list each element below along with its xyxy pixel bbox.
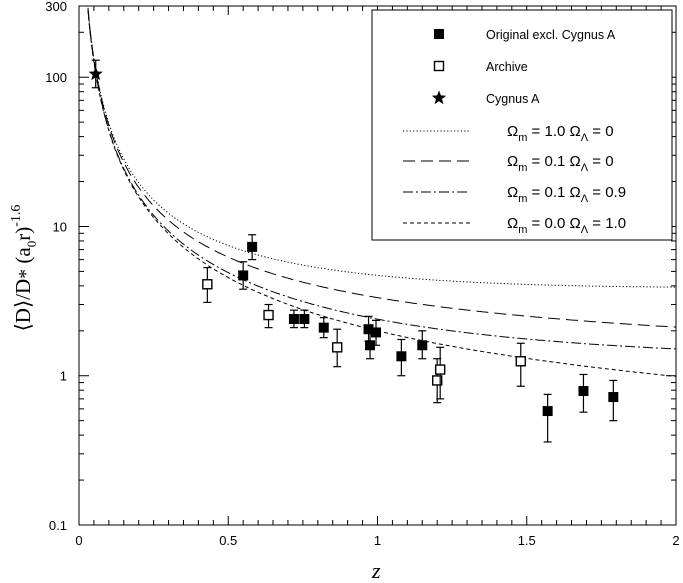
point-archive bbox=[432, 375, 443, 386]
y-tick-label: 0.1 bbox=[49, 518, 67, 533]
svg-text:⟨D⟩/D* (a0r)-1.6: ⟨D⟩/D* (a0r)-1.6 bbox=[9, 205, 39, 332]
y-axis-title-r: r) bbox=[11, 227, 35, 241]
legend-curve-label-part: Ω bbox=[570, 153, 581, 170]
legend-curve-label-part: Ω bbox=[507, 184, 518, 201]
model-curve bbox=[87, 7, 676, 288]
point-archive bbox=[434, 364, 446, 375]
point-original bbox=[578, 386, 589, 397]
legend-curve-label-part: Ω bbox=[507, 153, 518, 170]
legend-curve-label-part: m bbox=[518, 193, 527, 205]
legend-curve-label-part: Ω bbox=[570, 184, 581, 201]
x-tick-label: 0 bbox=[75, 533, 82, 548]
point-original bbox=[299, 313, 310, 324]
legend-curve-label-part: = 0 bbox=[588, 123, 613, 140]
point-archive bbox=[515, 356, 526, 367]
legend: Original excl. Cygnus A Archive Cygnus A Ωm… bbox=[371, 9, 673, 241]
point-original bbox=[365, 340, 376, 351]
legend-curve-label-part: Λ bbox=[581, 162, 589, 174]
legend-curve-label-part: Ω bbox=[507, 123, 518, 140]
legend-symbol bbox=[433, 60, 445, 72]
legend-curve-label-part: Ω bbox=[570, 215, 581, 232]
legend-label: Original excl. Cygnus A bbox=[486, 28, 616, 42]
legend-curve-label-part: m bbox=[518, 132, 527, 144]
legend-curve-label-part: Ω bbox=[507, 215, 518, 232]
y-axis-title-star: * bbox=[15, 269, 37, 279]
legend-curve-label-part: m bbox=[518, 162, 527, 174]
x-tick-label: 1.5 bbox=[518, 533, 536, 548]
legend-curve-label: Ωm = 0.1 ΩΛ = 0.9 bbox=[507, 184, 626, 205]
point-original bbox=[371, 327, 382, 338]
point-original bbox=[318, 322, 329, 333]
data-points bbox=[88, 59, 619, 443]
point-original bbox=[542, 406, 553, 417]
y-axis-title-paren: (a bbox=[11, 247, 35, 269]
legend-curve-label-part: = 1.0 bbox=[588, 215, 626, 232]
legend-curve-label: Ωm = 0.1 ΩΛ = 0 bbox=[507, 153, 614, 174]
y-axis-title-main: ⟨D⟩/D bbox=[11, 279, 35, 332]
legend-curve-label-part: m bbox=[518, 224, 527, 236]
point-original bbox=[238, 270, 249, 281]
legend-curve-label-part: Λ bbox=[581, 132, 589, 144]
legend-label: Archive bbox=[486, 60, 528, 74]
model-curve bbox=[87, 9, 676, 350]
point-original bbox=[363, 324, 374, 335]
x-tick-label: 1 bbox=[374, 533, 381, 548]
legend-curve-label-part: = 0.1 bbox=[527, 153, 565, 170]
legend-curve-label-part: = 0.1 bbox=[527, 184, 565, 201]
point-original bbox=[288, 313, 299, 324]
y-tick-label: 300 bbox=[45, 0, 67, 14]
model-curve bbox=[87, 10, 677, 377]
point-original bbox=[396, 351, 407, 362]
point-archive bbox=[263, 309, 274, 321]
legend-curve-label: Ωm = 0.0 ΩΛ = 1.0 bbox=[507, 215, 626, 236]
x-axis-title: z bbox=[371, 558, 381, 583]
model-curves bbox=[87, 7, 677, 377]
legend-curve-label-part: = 0.0 bbox=[527, 215, 565, 232]
point-original bbox=[417, 340, 428, 351]
point-original bbox=[608, 392, 619, 403]
point-cygnus-a bbox=[88, 66, 103, 81]
y-tick-label: 10 bbox=[53, 219, 67, 234]
legend-curve-label: Ωm = 1.0 ΩΛ = 0 bbox=[507, 123, 614, 144]
x-tick-label: 2 bbox=[672, 533, 679, 548]
y-tick-label: 1 bbox=[60, 369, 67, 384]
tick-labels: 0 0.5 1 1.5 2 0.1 1 10 100 300 bbox=[45, 0, 679, 548]
y-axis-title-exp: -1.6 bbox=[9, 205, 24, 227]
legend-curve-label-part: = 0.9 bbox=[588, 184, 626, 201]
legend-curve-label-part: = 1.0 bbox=[527, 123, 565, 140]
y-axis-title-sub: 0 bbox=[24, 241, 39, 248]
legend-symbol bbox=[431, 90, 447, 105]
legend-label: Cygnus A bbox=[486, 92, 540, 106]
point-original bbox=[247, 241, 258, 252]
legend-curve-label-part: Λ bbox=[581, 224, 589, 236]
model-curve bbox=[87, 8, 677, 328]
legend-curve-label-part: Ω bbox=[570, 123, 581, 140]
y-axis-title: ⟨D⟩/D* (a0r)-1.6 bbox=[9, 205, 39, 332]
legend-symbol bbox=[434, 29, 444, 39]
x-tick-label: 0.5 bbox=[219, 533, 237, 548]
y-tick-label: 100 bbox=[45, 70, 67, 85]
legend-curve-label-part: = 0 bbox=[588, 153, 613, 170]
point-archive bbox=[202, 279, 213, 290]
legend-box bbox=[371, 9, 673, 241]
point-archive bbox=[332, 342, 343, 353]
legend-curve-label-part: Λ bbox=[581, 193, 589, 205]
